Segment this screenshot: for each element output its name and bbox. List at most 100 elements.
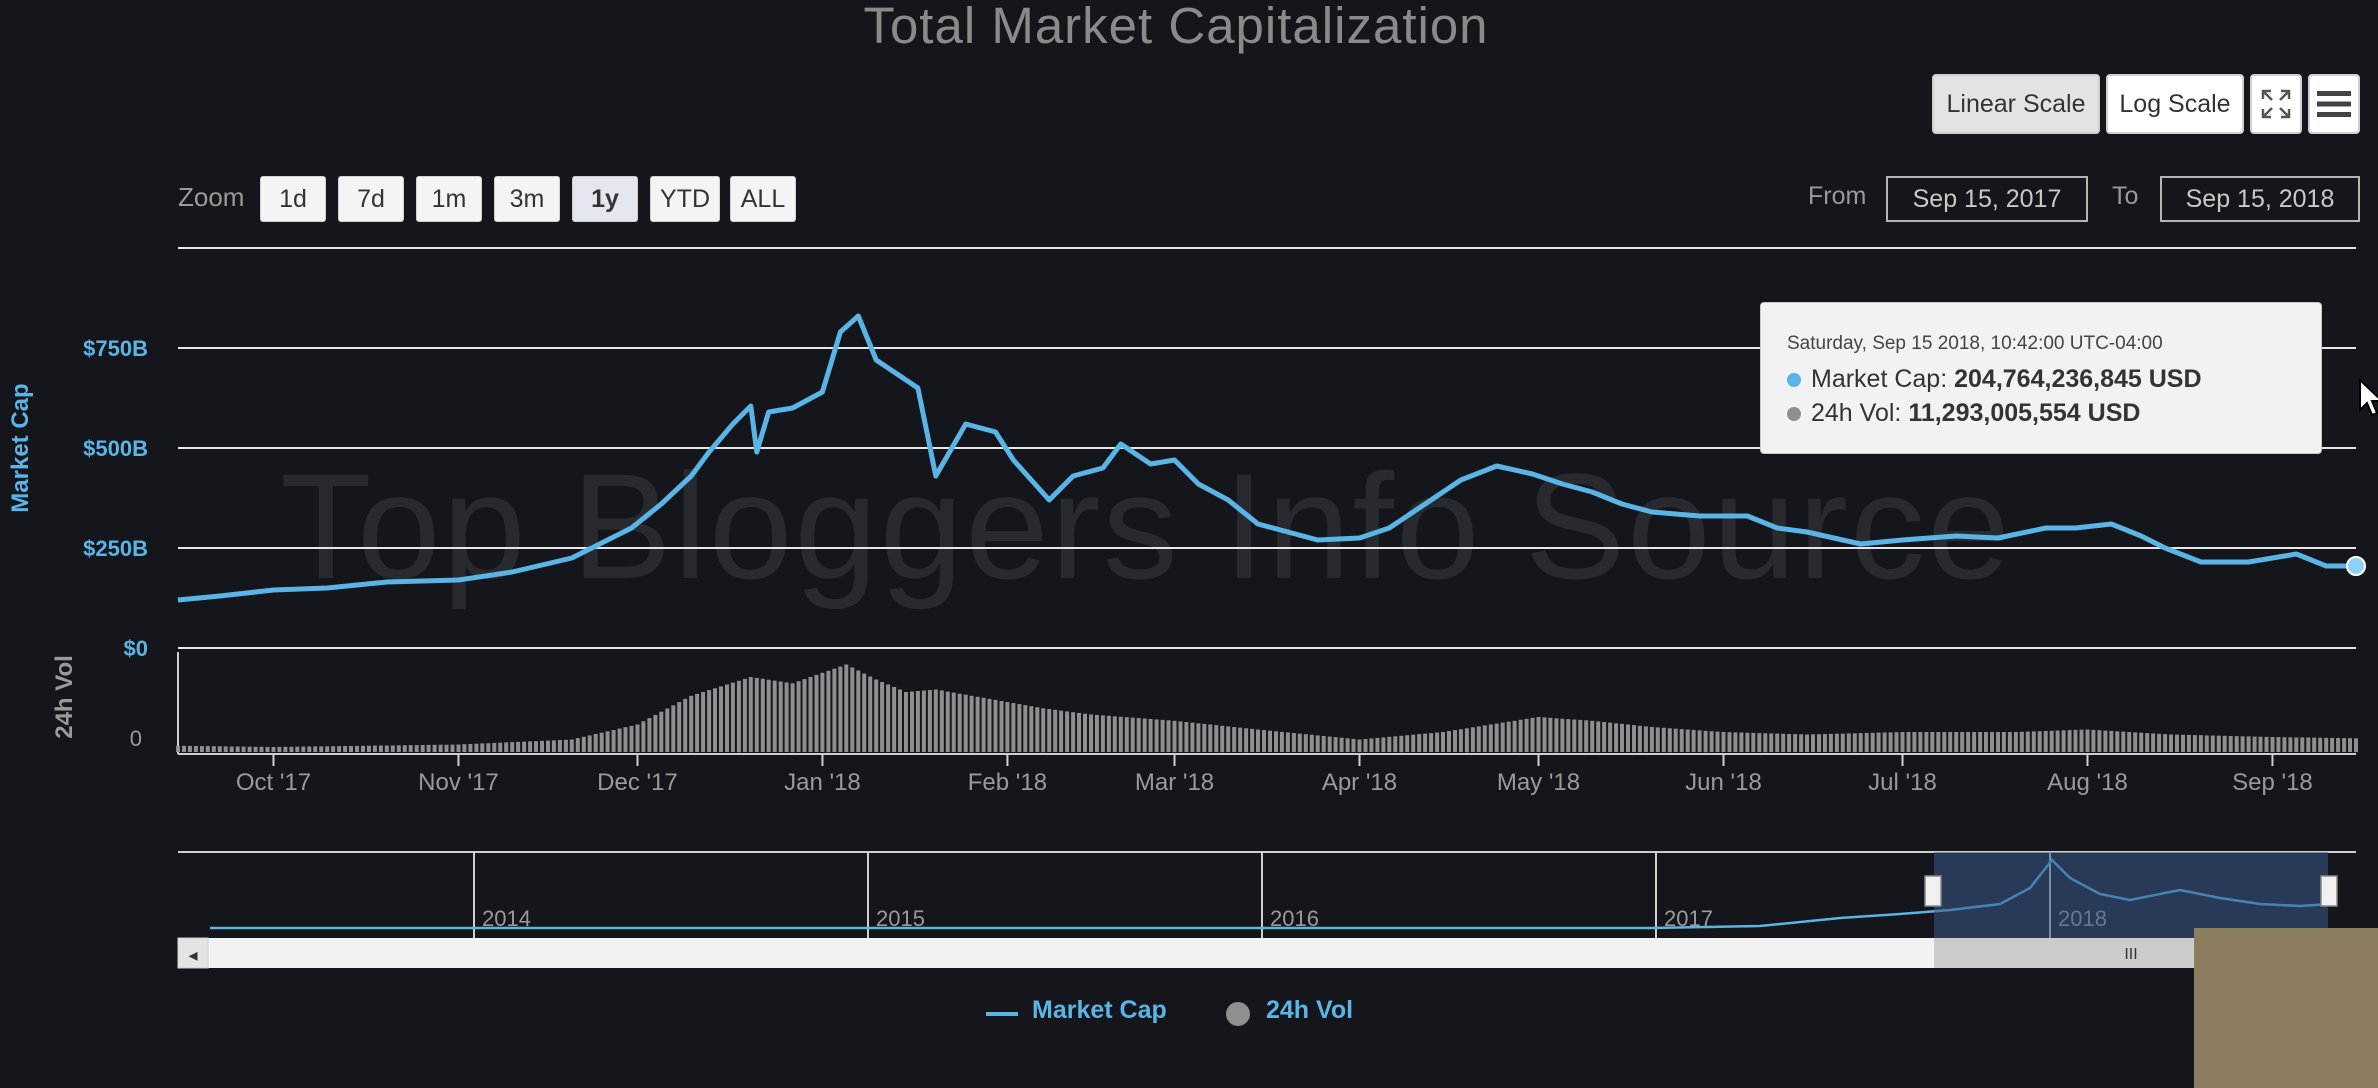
zoom-ytd-button[interactable]: YTD [650, 176, 720, 222]
volume-bar [1703, 730, 1708, 753]
volume-bar [1017, 704, 1022, 752]
volume-bar [1309, 734, 1314, 752]
volume-bar [2007, 732, 2012, 752]
volume-bar [2216, 735, 2221, 752]
zoom-3m-button[interactable]: 3m [494, 176, 560, 222]
legend-24h-vol[interactable]: 24h Vol [1266, 996, 1354, 1024]
zoom-1y-button[interactable]: 1y [572, 176, 638, 222]
tooltip-market-cap-label: Market Cap: [1811, 365, 1948, 393]
volume-bar [2228, 736, 2233, 752]
volume-bar [1906, 732, 1911, 752]
volume-bar [2348, 738, 2352, 752]
menu-button[interactable] [2308, 74, 2360, 134]
volume-bar [2222, 735, 2227, 752]
zoom-all-button[interactable]: ALL [730, 176, 796, 222]
volume-bar [355, 745, 359, 752]
volume-bar [617, 728, 622, 752]
from-date-input[interactable]: Sep 15, 2017 [1886, 176, 2088, 222]
volume-bar [1948, 732, 1953, 752]
volume-bar [1089, 714, 1093, 752]
volume-bar [307, 746, 312, 752]
volume-bar [1494, 723, 1499, 752]
volume-bar [1697, 730, 1702, 752]
volume-bar [241, 746, 246, 752]
volume-bar [1029, 706, 1034, 752]
volume-bar [498, 742, 503, 752]
volume-bar [856, 670, 861, 752]
volume-bar [1035, 707, 1040, 752]
volume-bar [2049, 730, 2054, 753]
volume-bar [695, 693, 700, 752]
volume-bar [880, 682, 885, 752]
volume-bar [1590, 720, 1595, 753]
volume-bar [1822, 734, 1827, 752]
volume-bar [910, 691, 914, 752]
legend-market-cap[interactable]: Market Cap [1032, 996, 1167, 1024]
tooltip-market-cap-row: Market Cap: 204,764,236,845 USD [1787, 365, 2202, 394]
volume-bar [1852, 733, 1857, 753]
fullscreen-button[interactable] [2250, 74, 2302, 134]
volume-bar [1184, 722, 1189, 752]
linear-scale-button[interactable]: Linear Scale [1932, 74, 2100, 134]
volume-bar [1011, 703, 1016, 752]
volume-bar [653, 714, 658, 752]
x-tick-label: Jan '18 [784, 769, 861, 796]
volume-bar [2198, 735, 2203, 752]
volume-bar [1429, 733, 1434, 752]
volume-bar [1739, 732, 1744, 752]
volume-bar [1315, 735, 1320, 752]
volume-bar [1554, 718, 1559, 753]
volume-bar [1160, 719, 1165, 752]
volume-bar [1411, 734, 1416, 752]
navigator-left-handle[interactable] [1924, 875, 1942, 907]
volume-bar [671, 705, 676, 752]
volume-bar [176, 745, 180, 753]
volume-bar [987, 698, 992, 752]
scroll-left-button[interactable] [177, 937, 209, 969]
volume-bar [1178, 721, 1183, 752]
volume-bar [1572, 719, 1577, 752]
volume-bar [193, 746, 198, 752]
navigator[interactable]: 20142015201620172018 [178, 851, 2356, 938]
volume-bar [462, 744, 467, 752]
volume-bar [1375, 737, 1380, 752]
navigator-selection[interactable] [1934, 852, 2328, 938]
zoom-1d-button[interactable]: 1d [260, 176, 326, 222]
volume-bar [2270, 737, 2275, 752]
volume-bar [2115, 731, 2120, 752]
navigator-right-handle[interactable] [2320, 875, 2338, 907]
volume-bar [957, 693, 962, 752]
x-tick-label: Jul '18 [1868, 769, 1937, 796]
volume-bar [1667, 728, 1672, 753]
volume-bar [2252, 736, 2257, 752]
volume-bar [1578, 719, 1583, 752]
volume-bar [1864, 732, 1869, 752]
volume-bar [2091, 729, 2096, 752]
volume-bar [1268, 730, 1272, 752]
y2-axis-title: 24h Vol [51, 655, 78, 739]
volume-bar [993, 699, 998, 752]
volume-bar [2013, 732, 2018, 752]
to-date-input[interactable]: Sep 15, 2018 [2160, 176, 2360, 222]
tooltip-date: Saturday, Sep 15 2018, 10:42:00 UTC-04:0… [1787, 333, 2163, 354]
volume-bar [730, 682, 735, 752]
volume-bar [868, 676, 873, 752]
volume-bar [1584, 720, 1589, 752]
volume-bar [1053, 709, 1058, 752]
log-scale-button[interactable]: Log Scale [2106, 74, 2244, 134]
volume-bar [683, 698, 688, 752]
volume-bar [754, 677, 759, 752]
volume-bar [414, 745, 419, 752]
volume-bar [1799, 734, 1804, 752]
volume-bar [229, 746, 234, 752]
volume-bar [516, 741, 521, 752]
volume-bar [1840, 733, 1845, 752]
volume-bar [450, 744, 455, 752]
zoom-1m-button[interactable]: 1m [416, 176, 482, 222]
volume-bar [760, 678, 765, 752]
zoom-7d-button[interactable]: 7d [338, 176, 404, 222]
volume-bar [2133, 732, 2138, 752]
volume-bar [1632, 725, 1636, 752]
volume-bar [915, 691, 920, 752]
